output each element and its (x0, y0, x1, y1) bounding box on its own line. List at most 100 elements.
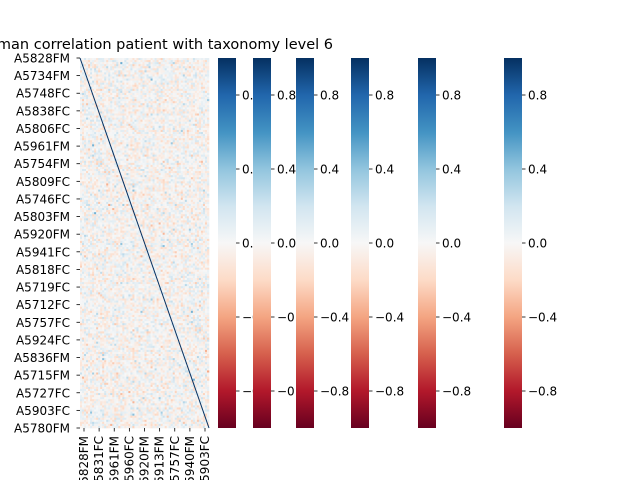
heatmap-cell (206, 156, 210, 160)
heatmap-cell (142, 119, 145, 123)
heatmap-cell (144, 201, 147, 205)
heatmap-cell (180, 115, 184, 118)
heatmap-cell (146, 90, 149, 94)
heatmap-cell (138, 206, 141, 209)
heatmap-cell (102, 97, 105, 100)
heatmap-cell (150, 101, 153, 104)
heatmap-cell (90, 127, 93, 131)
heatmap-cell (108, 185, 111, 188)
heatmap-cell (124, 150, 127, 153)
heatmap-cell (200, 105, 204, 108)
heatmap-cell (186, 216, 190, 219)
heatmap-cell (110, 193, 113, 197)
heatmap-cell (112, 140, 115, 143)
heatmap-cell (142, 113, 145, 116)
heatmap-cell (156, 166, 159, 170)
heatmap-cell (162, 138, 165, 141)
heatmap-cell (198, 177, 202, 180)
heatmap-cell (164, 199, 167, 203)
heatmap-cell (80, 206, 83, 209)
heatmap-cell (82, 181, 85, 184)
heatmap-cell (94, 164, 97, 168)
heatmap-cell (204, 197, 208, 201)
heatmap-cell (156, 156, 159, 160)
heatmap-cell (164, 177, 167, 180)
heatmap-cell (154, 179, 157, 182)
heatmap-cell (142, 162, 145, 166)
heatmap-cell (176, 136, 180, 139)
heatmap-cell (182, 164, 186, 168)
heatmap-cell (176, 101, 180, 104)
heatmap-cell (100, 113, 103, 116)
heatmap-cell (140, 150, 143, 153)
heatmap-cell (144, 119, 147, 123)
heatmap-cell (158, 140, 161, 143)
heatmap-cell (198, 216, 202, 219)
heatmap-cell (90, 92, 93, 96)
heatmap-cell (84, 121, 87, 125)
heatmap-cell (190, 66, 194, 69)
heatmap-cell (200, 113, 204, 116)
heatmap-cell (204, 129, 208, 133)
heatmap-cell (84, 144, 87, 147)
heatmap-cell (190, 78, 194, 81)
heatmap-cell (168, 125, 172, 129)
heatmap-cell (136, 179, 139, 182)
heatmap-cell (204, 66, 208, 69)
heatmap-cell (110, 177, 113, 180)
heatmap-cell (158, 80, 161, 83)
heatmap-cell (172, 92, 176, 96)
heatmap-cell (164, 125, 167, 129)
heatmap-cell (106, 84, 109, 88)
heatmap-cell (146, 193, 149, 197)
heatmap-cell (114, 156, 117, 160)
heatmap-cell (158, 193, 161, 197)
heatmap-cell (150, 97, 153, 100)
heatmap-cell (118, 152, 121, 155)
heatmap-cell (154, 58, 157, 61)
heatmap-cell (148, 203, 151, 207)
heatmap-cell (116, 99, 119, 102)
heatmap-cell (120, 212, 123, 215)
heatmap-cell (86, 92, 89, 96)
heatmap-cell (164, 187, 167, 190)
heatmap-cell (114, 181, 117, 184)
heatmap-cell (148, 199, 151, 203)
heatmap-cell (112, 127, 115, 131)
heatmap-cell (202, 123, 206, 127)
heatmap-cell (166, 181, 169, 184)
heatmap-cell (84, 82, 87, 86)
heatmap-cell (206, 97, 210, 100)
heatmap-cell (174, 82, 178, 86)
heatmap-cell (142, 138, 145, 141)
heatmap-cell (194, 82, 198, 86)
heatmap-cell (152, 138, 155, 141)
heatmap-cell (196, 111, 200, 114)
heatmap-cell (204, 123, 208, 127)
heatmap-cell (134, 138, 137, 141)
heatmap-cell (136, 175, 139, 178)
heatmap-cell (196, 88, 200, 92)
heatmap-cell (190, 214, 194, 217)
heatmap-cell (192, 121, 196, 125)
heatmap-cell (110, 138, 113, 141)
heatmap-cell (108, 111, 111, 114)
heatmap-cell (80, 66, 83, 69)
heatmap-cell (154, 162, 157, 166)
heatmap-cell (168, 195, 172, 199)
heatmap-cell (200, 138, 204, 141)
heatmap-cell (164, 68, 167, 71)
heatmap-cell (188, 121, 192, 125)
heatmap-cell (124, 152, 127, 155)
heatmap-cell (194, 166, 198, 170)
heatmap-cell (142, 136, 145, 139)
heatmap-cell (126, 181, 129, 184)
heatmap-cell (112, 82, 115, 86)
heatmap-cell (108, 84, 111, 88)
heatmap-cell (144, 82, 147, 86)
heatmap-cell (186, 117, 190, 120)
heatmap-cell (136, 206, 139, 209)
heatmap-cell (180, 119, 184, 123)
heatmap-cell (152, 115, 155, 118)
heatmap-cell (124, 74, 127, 77)
